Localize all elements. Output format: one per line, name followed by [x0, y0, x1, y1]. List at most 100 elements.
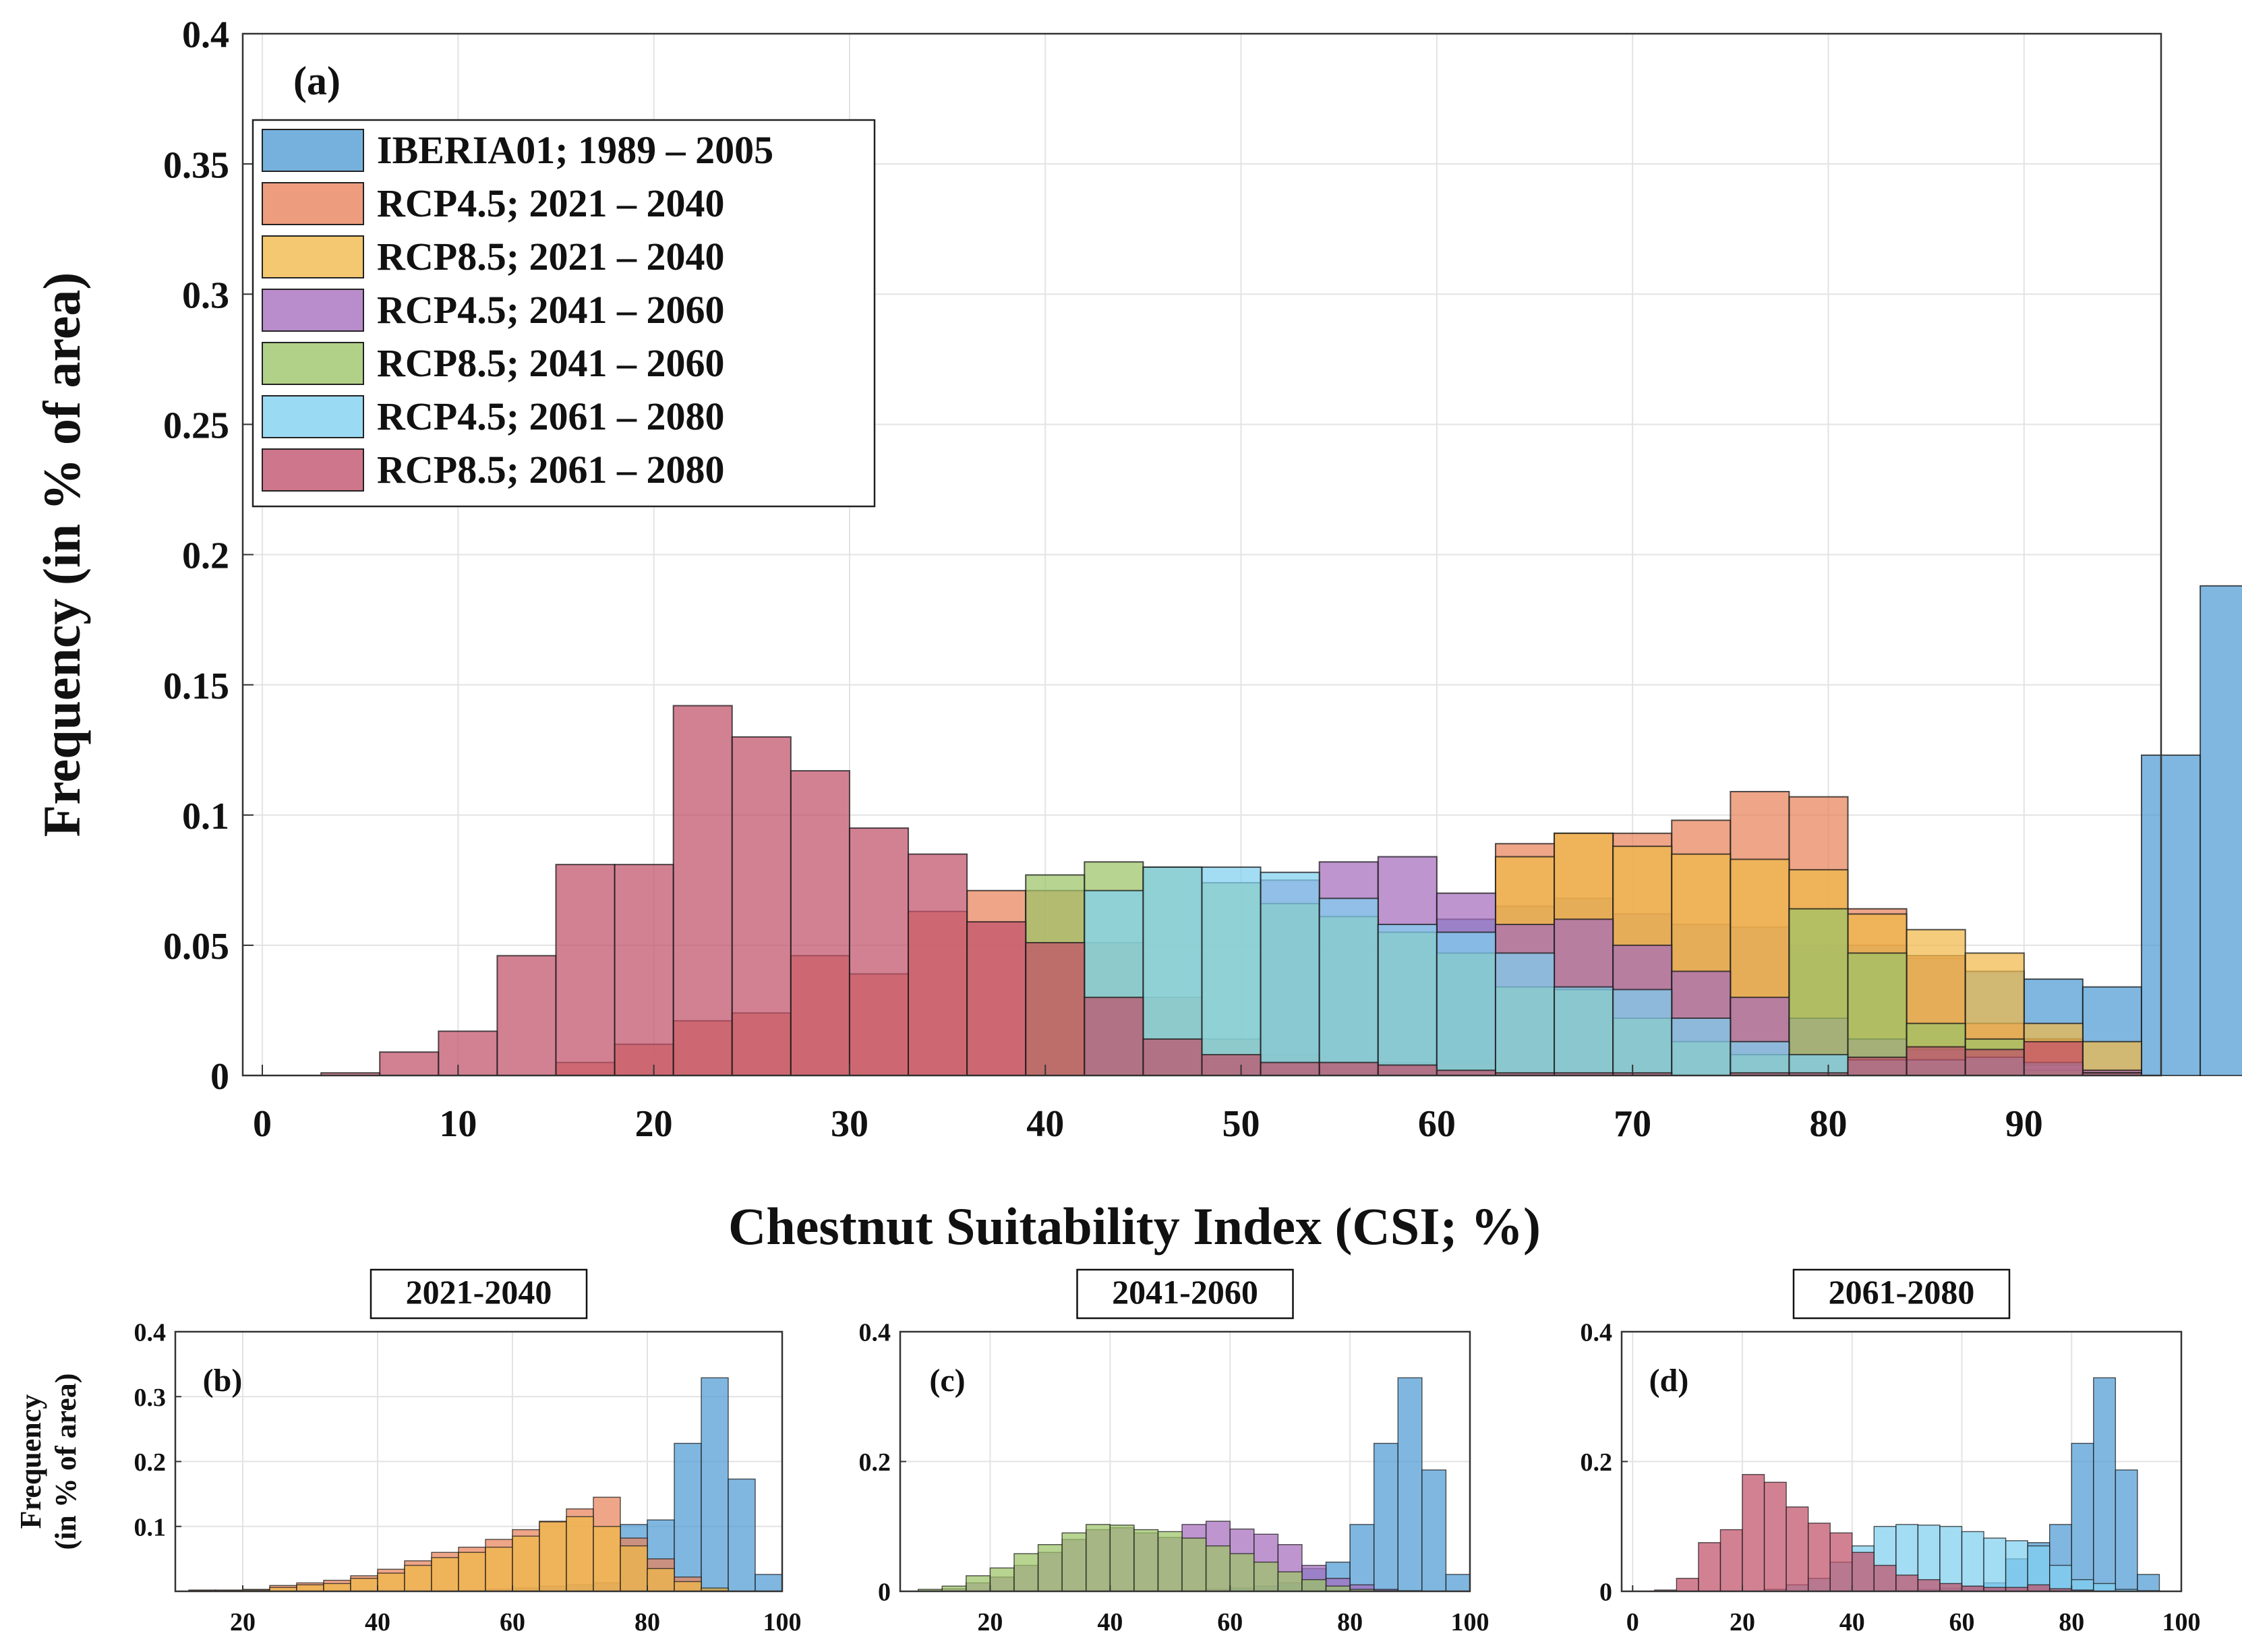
panel-label-d: (d) — [1649, 1363, 1689, 1398]
bar-c-s2-8 — [1109, 1525, 1135, 1592]
ytick-label-c-0: 0 — [878, 1579, 891, 1607]
bar-a-s6-10 — [908, 853, 968, 1076]
xtick-label-d-5: 100 — [2162, 1608, 2201, 1636]
legend-swatch-0 — [262, 129, 364, 172]
legend-swatch-5 — [262, 395, 364, 438]
bar-b-s2-8 — [404, 1564, 432, 1592]
x-axis-label-a: Chestnut Suitability Index (CSI; %) — [728, 1197, 1541, 1256]
xtick-label-c-2: 60 — [1217, 1608, 1243, 1636]
bar-c-s2-2 — [966, 1575, 991, 1592]
bar-d-s0-20 — [2093, 1377, 2117, 1592]
bar-a-s5-24 — [1730, 1040, 1790, 1076]
bar-d-s2-1 — [1676, 1578, 1699, 1592]
bar-b-s2-11 — [485, 1546, 513, 1592]
bar-d-s1-13 — [1939, 1526, 1963, 1592]
ytick-label-a-1: 0.05 — [163, 926, 229, 968]
bar-d-s2-3 — [1719, 1529, 1743, 1592]
panel-label-a: (a) — [293, 59, 341, 103]
xtick-label-a-5: 50 — [1222, 1103, 1260, 1145]
ytick-label-b-3: 0.4 — [134, 1319, 167, 1347]
bar-c-s2-5 — [1037, 1543, 1063, 1592]
legend: IBERIA01; 1989 – 2005 RCP4.5; 2021 – 2040… — [252, 119, 876, 508]
bars-b — [188, 1377, 783, 1592]
legend-label-0: IBERIA01; 1989 – 2005 — [377, 128, 773, 172]
bar-a-s4-25 — [1788, 908, 1849, 1077]
bar-d-s2-2 — [1698, 1542, 1721, 1592]
xtick-label-b-2: 60 — [500, 1608, 525, 1636]
bar-c-s2-7 — [1086, 1524, 1111, 1592]
bar-b-s2-7 — [377, 1572, 405, 1592]
bar-c-s2-16 — [1301, 1579, 1327, 1592]
bar-b-s2-6 — [350, 1578, 378, 1592]
xtick-label-a-2: 20 — [635, 1103, 673, 1145]
bar-a-s6-5 — [614, 864, 674, 1076]
title-box-d — [1792, 1268, 2011, 1320]
bar-d-s2-7 — [1807, 1523, 1831, 1592]
bar-a-s6-18 — [1377, 1064, 1438, 1077]
bar-a-s5-18 — [1377, 923, 1438, 1076]
y-axis-label-line2: (in % of area) — [49, 1374, 82, 1550]
bars-a — [320, 585, 2242, 1077]
bar-d-s1-15 — [1983, 1537, 2007, 1592]
bar-c-s0-21 — [1421, 1469, 1447, 1592]
ytick-label-b-0: 0.1 — [134, 1513, 167, 1541]
title-b: 2021-2040 — [406, 1273, 552, 1311]
bar-d-s0-21 — [2115, 1469, 2138, 1592]
ytick-label-a-3: 0.15 — [163, 666, 229, 707]
bar-b-s0-21 — [755, 1574, 783, 1592]
ytick-label-a-7: 0.35 — [163, 144, 229, 186]
bars-c — [917, 1377, 1471, 1592]
bar-a-s6-17 — [1318, 1061, 1379, 1076]
ytick-label-d-1: 0.2 — [1581, 1448, 1613, 1477]
bar-c-s0-19 — [1373, 1442, 1398, 1592]
y-axis-label-a: Frequency (in % of area) — [32, 272, 91, 837]
bar-c-s0-22 — [1445, 1574, 1471, 1592]
bar-d-s2-5 — [1763, 1481, 1787, 1592]
bar-b-s0-18 — [674, 1442, 702, 1592]
bar-b-s2-16 — [620, 1545, 648, 1592]
xtick-label-b-4: 100 — [763, 1608, 802, 1636]
legend-label-2: RCP8.5; 2021 – 2040 — [377, 235, 725, 278]
bar-c-s0-20 — [1397, 1377, 1423, 1592]
bar-a-s0-32 — [2200, 585, 2242, 1076]
bar-d-s2-6 — [1786, 1506, 1809, 1592]
legend-swatch-1 — [262, 182, 364, 225]
y-axis-label-b: Frequency (in % of area) — [14, 1374, 82, 1550]
bar-d-s2-13 — [1939, 1583, 1963, 1592]
bar-a-s5-22 — [1612, 989, 1673, 1076]
bar-a-s6-9 — [848, 827, 910, 1076]
xtick-label-a-8: 80 — [1809, 1103, 1847, 1145]
bar-a-s6-29 — [2023, 1040, 2084, 1076]
bar-a-s6-28 — [1964, 1049, 2025, 1076]
bar-d-s1-16 — [2005, 1540, 2028, 1592]
bar-d-s1-18 — [2049, 1564, 2072, 1592]
xtick-label-c-4: 100 — [1451, 1608, 1489, 1636]
bar-d-s2-12 — [1917, 1579, 1941, 1592]
bar-b-s2-10 — [458, 1552, 486, 1592]
bar-d-s2-10 — [1873, 1564, 1897, 1592]
ytick-label-d-0: 0 — [1599, 1579, 1612, 1607]
title-box-b — [370, 1268, 588, 1320]
bar-a-s6-11 — [966, 921, 1027, 1077]
ytick-label-a-8: 0.4 — [182, 14, 229, 56]
legend-label-6: RCP8.5; 2061 – 2080 — [377, 448, 725, 492]
ytick-label-a-5: 0.25 — [163, 405, 229, 447]
bar-c-s2-9 — [1133, 1529, 1159, 1592]
xtick-label-d-3: 60 — [1949, 1608, 1975, 1636]
bar-b-s0-19 — [701, 1377, 729, 1592]
legend-label-1: RCP4.5; 2021 – 2040 — [377, 181, 725, 225]
bar-a-s0-31 — [2140, 754, 2202, 1076]
xtick-label-a-9: 90 — [2005, 1103, 2043, 1145]
xtick-label-d-0: 0 — [1626, 1608, 1639, 1636]
bar-a-s5-21 — [1554, 986, 1614, 1077]
xtick-label-a-6: 60 — [1418, 1103, 1456, 1145]
ytick-label-a-4: 0.2 — [182, 535, 229, 577]
y-axis-label-line1: Frequency — [14, 1394, 47, 1529]
xtick-label-b-0: 20 — [230, 1608, 256, 1636]
bar-b-s2-15 — [593, 1526, 621, 1592]
ytick-label-a-6: 0.3 — [182, 274, 229, 316]
bar-d-s2-17 — [2027, 1584, 2051, 1592]
ytick-label-c-2: 0.4 — [859, 1319, 891, 1347]
xtick-label-a-0: 0 — [253, 1103, 272, 1145]
